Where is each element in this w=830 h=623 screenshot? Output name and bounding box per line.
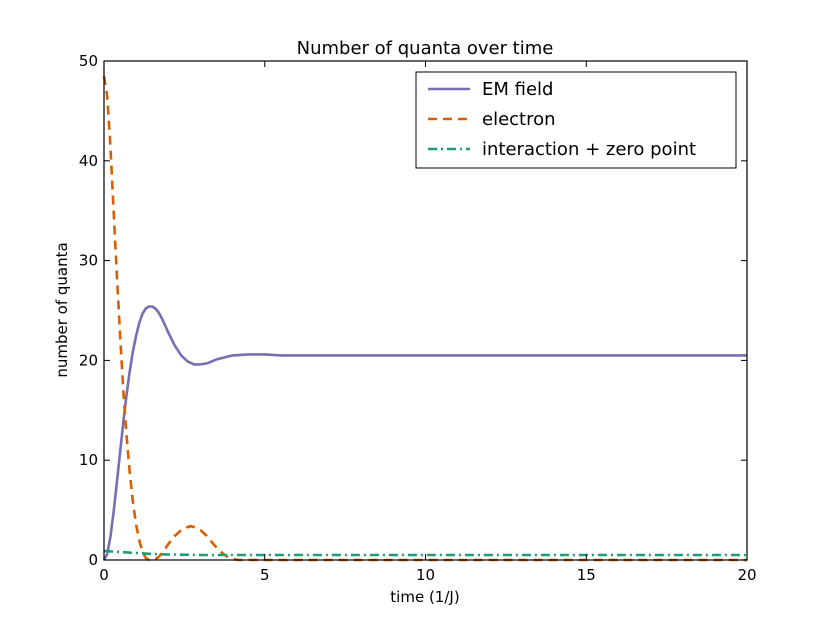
- legend-label-2: interaction + zero point: [482, 139, 696, 160]
- y-tick-label: 20: [79, 351, 98, 369]
- x-tick-label: 20: [737, 566, 756, 584]
- legend: EM field electron interaction + zero point: [415, 71, 737, 169]
- x-tick-label: 10: [416, 566, 435, 584]
- legend-label-0: EM field: [482, 79, 553, 100]
- series-line-1: [102, 75, 747, 562]
- series-layer: [102, 75, 747, 562]
- y-axis-label: number of quanta: [53, 242, 71, 377]
- x-tick-label: 0: [99, 566, 109, 584]
- tick-layer: 0 5 10 15 20 0 10 20 30 40 50: [79, 52, 757, 584]
- legend-label-1: electron: [482, 109, 556, 130]
- x-axis-label: time (1/J): [390, 588, 459, 606]
- y-tick-label: 30: [79, 252, 98, 270]
- x-tick-label: 5: [260, 566, 270, 584]
- y-tick-label: 50: [79, 52, 98, 70]
- series-line-2: [103, 549, 747, 557]
- legend-items: EM field electron interaction + zero point: [428, 79, 696, 160]
- y-tick-label: 0: [88, 551, 98, 569]
- x-tick-label: 15: [577, 566, 596, 584]
- y-tick-label: 40: [79, 152, 98, 170]
- chart-title: Number of quanta over time: [297, 38, 554, 59]
- y-tick-label: 10: [79, 451, 98, 469]
